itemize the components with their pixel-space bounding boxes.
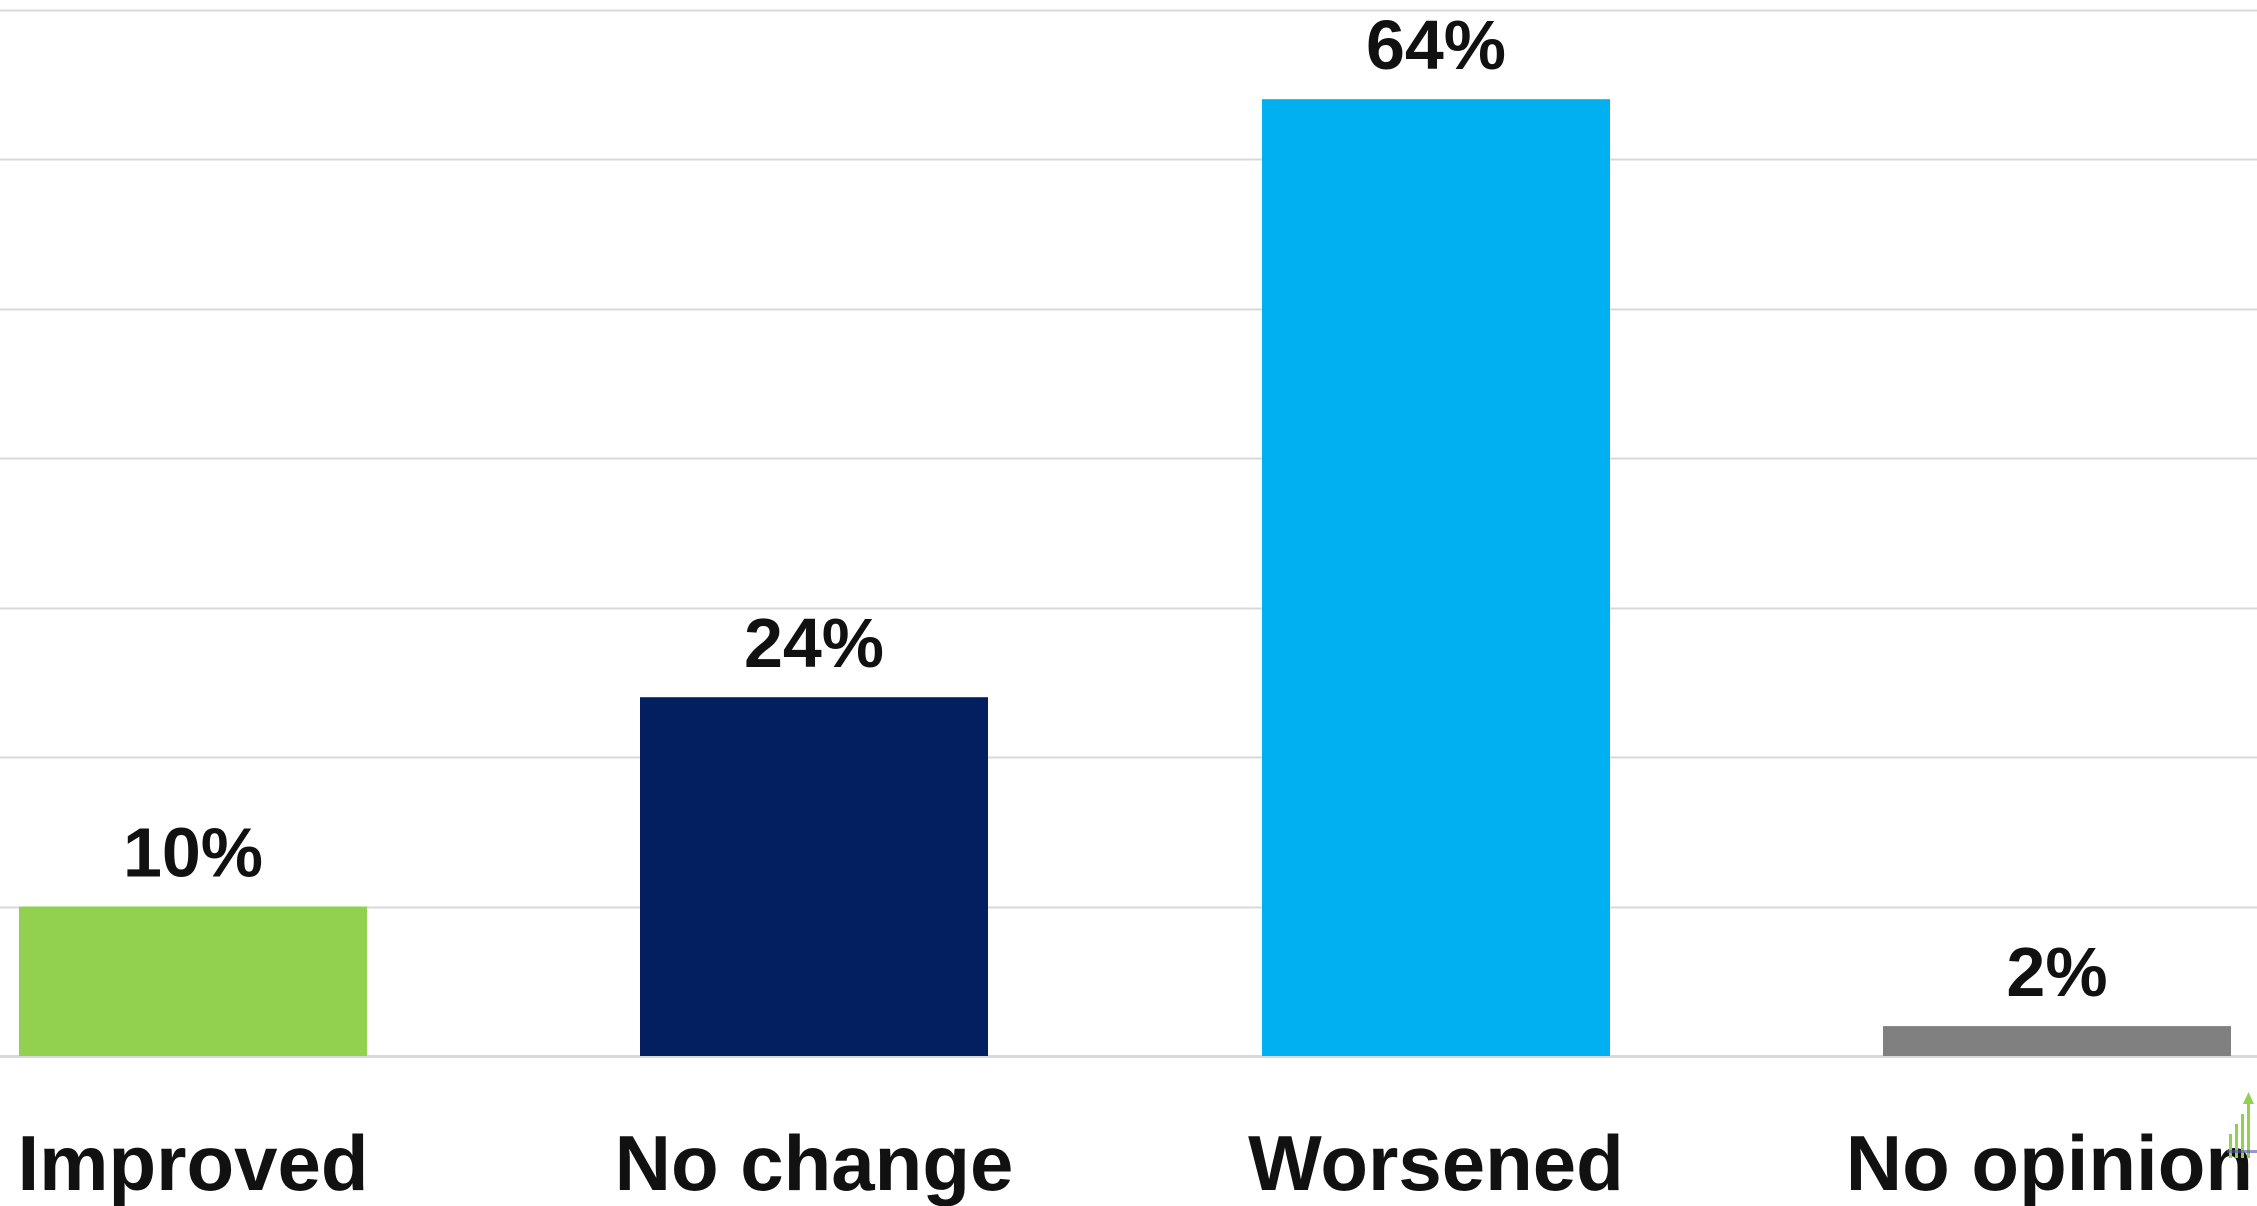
data-label-no-change: 24% — [744, 604, 884, 682]
bar-no-change — [640, 697, 988, 1056]
category-label-improved: Improved — [17, 1119, 368, 1206]
gridlines — [0, 9, 2257, 1058]
category-label-worsened: Worsened — [1248, 1119, 1624, 1206]
bars — [19, 99, 2231, 1056]
bar-growth-logo-icon — [2227, 1092, 2257, 1158]
bar-no-opinion — [1883, 1026, 2231, 1056]
category-label-no-opinion: No opinion — [1846, 1119, 2253, 1206]
category-labels: Improved No change Worsened No opinion — [17, 1119, 2253, 1206]
data-labels: 10% 24% 64% 2% — [123, 6, 2108, 1011]
bar-improved — [19, 906, 367, 1056]
data-label-improved: 10% — [123, 814, 263, 892]
data-label-no-opinion: 2% — [2006, 933, 2107, 1011]
category-label-no-change: No change — [615, 1119, 1014, 1206]
data-label-worsened: 64% — [1366, 6, 1506, 84]
bar-worsened — [1262, 99, 1610, 1056]
